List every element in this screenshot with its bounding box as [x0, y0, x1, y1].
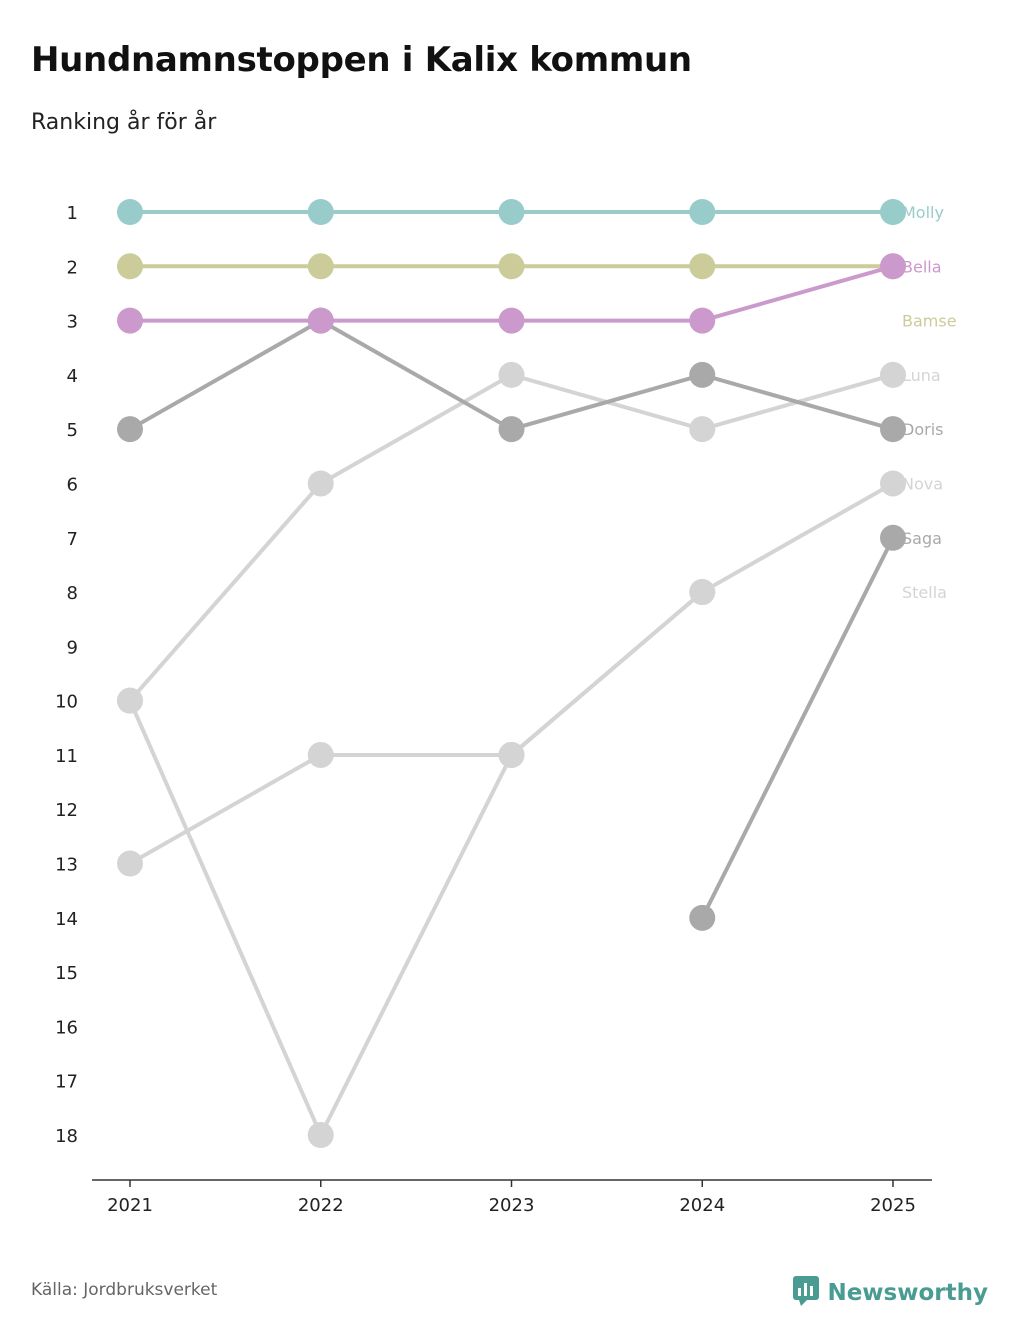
series-point-molly: [880, 199, 906, 225]
y-tick-label: 6: [67, 474, 78, 495]
y-tick-label: 12: [55, 800, 78, 821]
brand-logo[interactable]: Newsworthy: [793, 1276, 988, 1310]
series-point-bamse: [689, 253, 716, 280]
series-point-nova: [498, 741, 525, 768]
series-point-bamse: [307, 253, 334, 280]
y-tick-label: 18: [55, 1126, 78, 1147]
series-line-saga: [700, 535, 895, 920]
series-lines: [128, 210, 895, 1137]
series-point-bamse: [498, 253, 525, 280]
series-point-luna: [307, 470, 334, 497]
series-point-doris: [880, 416, 906, 443]
series-point-bella: [498, 307, 525, 334]
series-point-doris: [117, 416, 143, 443]
brand-name: Newsworthy: [827, 1280, 988, 1306]
series-point-saga: [880, 524, 906, 551]
series-point-bamse: [117, 253, 143, 280]
y-tick-label: 9: [67, 637, 78, 658]
series-point-bella: [117, 307, 143, 334]
series-label-bella: Bella: [902, 257, 942, 276]
chart-title: Hundnamnstoppen i Kalix kommun: [31, 40, 692, 80]
series-point-bella: [689, 307, 716, 334]
y-tick-label: 5: [67, 420, 78, 441]
series-point-nova: [307, 1122, 334, 1148]
series-point-luna: [689, 416, 716, 443]
series-line-nova: [128, 481, 895, 1137]
series-point-luna: [880, 361, 906, 388]
series-labels: Molly Bella Bamse Luna Doris Nova Saga Stella: [902, 203, 957, 602]
series-point-nova: [880, 470, 906, 497]
newsworthy-logo-icon: [793, 1276, 820, 1310]
x-axis: 2021 2022 2023 2024 2025: [92, 1179, 932, 1216]
y-tick-label: 3: [67, 312, 78, 333]
series-point-molly: [498, 199, 525, 225]
x-tick-label: 2023: [489, 1195, 535, 1216]
series-point-doris: [498, 416, 525, 443]
y-tick-label: 11: [55, 746, 78, 767]
y-tick-label: 4: [67, 366, 78, 387]
series-label-nova: Nova: [902, 474, 943, 493]
y-tick-label: 1: [67, 203, 78, 224]
x-tick-label: 2022: [298, 1195, 344, 1216]
series-label-molly: Molly: [902, 203, 944, 222]
series-label-stella: Stella: [902, 583, 947, 602]
series-point-molly: [689, 199, 716, 225]
y-tick-label: 16: [55, 1017, 78, 1038]
chart-subtitle: Ranking år för år: [31, 110, 217, 135]
series-label-luna: Luna: [902, 366, 941, 385]
series-point-molly: [307, 199, 334, 225]
series-point-stella: [117, 850, 143, 877]
y-tick-label: 17: [55, 1072, 78, 1093]
x-tick-label: 2025: [870, 1195, 916, 1216]
series-points: [117, 199, 906, 1148]
series-label-doris: Doris: [902, 420, 943, 439]
y-tick-label: 13: [55, 855, 78, 876]
series-point-bella: [880, 253, 906, 280]
y-tick-label: 15: [55, 963, 78, 984]
series-point-luna: [117, 687, 143, 714]
series-point-bella: [307, 307, 334, 334]
y-tick-label: 14: [55, 909, 78, 930]
series-point-luna: [498, 361, 525, 388]
series-point-molly: [117, 199, 143, 225]
x-tick-label: 2024: [679, 1195, 725, 1216]
series-point-stella: [307, 741, 334, 768]
y-tick-label: 2: [67, 257, 78, 278]
series-point-nova: [689, 579, 716, 606]
y-tick-label: 10: [55, 692, 78, 713]
series-label-bamse: Bamse: [902, 312, 957, 331]
y-tick-label: 8: [67, 583, 78, 604]
x-tick-label: 2021: [107, 1195, 153, 1216]
series-point-doris: [689, 361, 716, 388]
source-note: Källa: Jordbruksverket: [31, 1280, 218, 1300]
series-label-saga: Saga: [902, 529, 942, 548]
series-point-saga: [689, 904, 716, 931]
series-line-stella: [128, 590, 705, 866]
y-tick-label: 7: [67, 529, 78, 550]
